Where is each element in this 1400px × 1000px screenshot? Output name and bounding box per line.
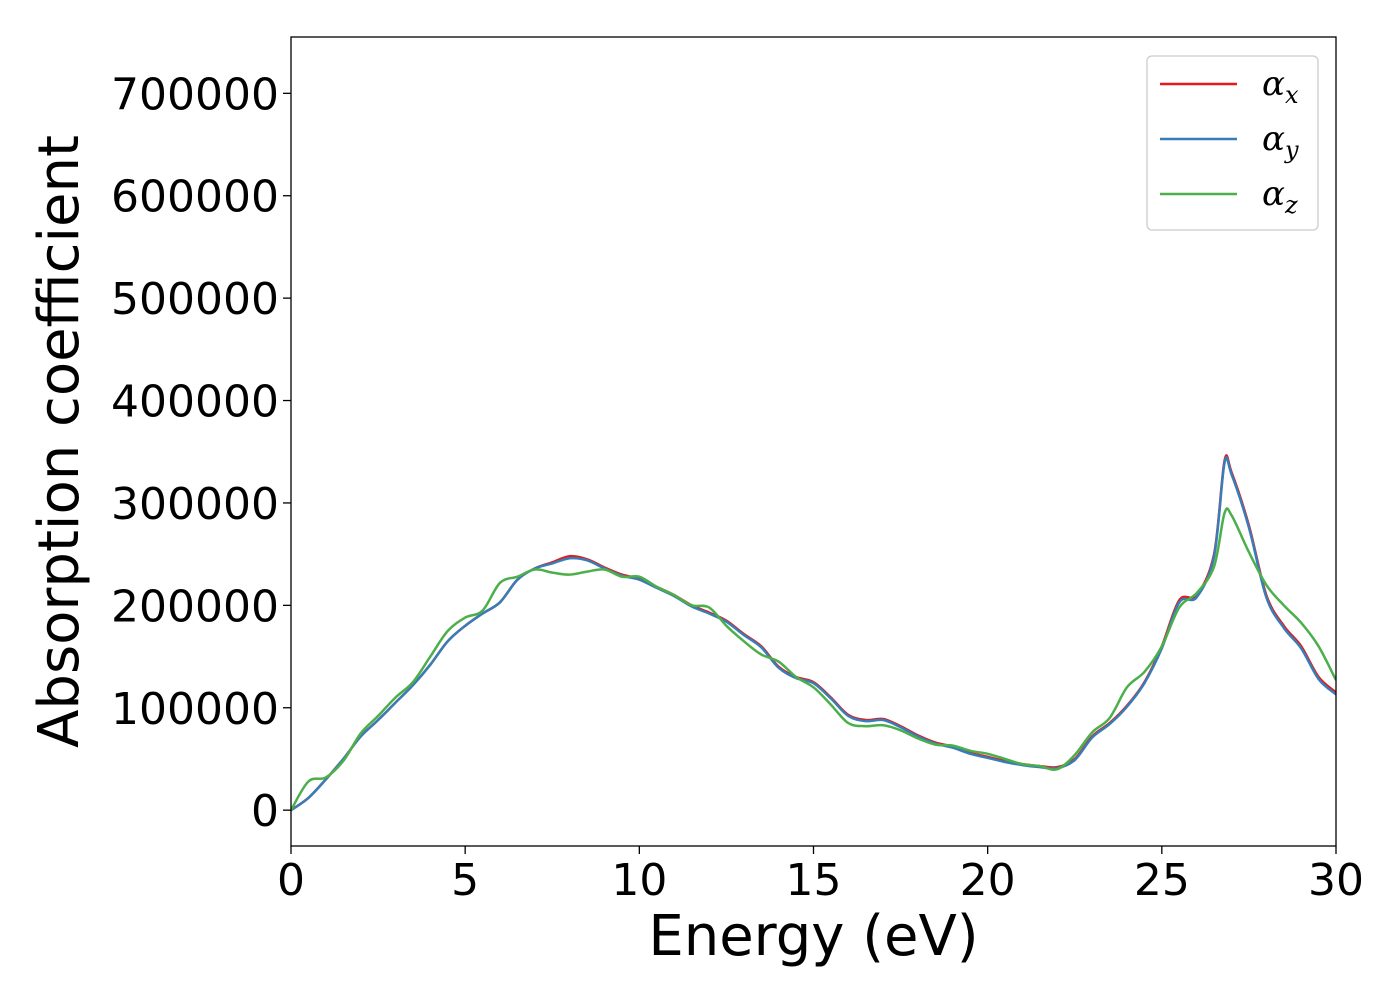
legend-box [1146, 55, 1319, 231]
y-tick-label: 200000 [111, 581, 279, 632]
x-tick-label: 10 [611, 855, 667, 906]
x-tick-label: 5 [451, 855, 479, 906]
y-tick-label: 600000 [111, 172, 279, 223]
x-axis-ticks: 0 5 10 15 20 25 30 [277, 846, 1364, 906]
series-line-z [291, 507, 1336, 811]
x-tick-label: 0 [277, 855, 305, 906]
y-tick-label: 500000 [111, 274, 279, 325]
x-tick-label: 15 [786, 855, 842, 906]
y-tick-label: 100000 [111, 684, 279, 735]
x-tick-label: 25 [1134, 855, 1190, 906]
y-tick-label: 0 [251, 786, 279, 837]
y-axis-ticks: 0 100000 200000 300000 400000 500000 600000 700… [111, 69, 291, 837]
x-tick-label: 20 [960, 855, 1016, 906]
y-tick-label: 400000 [111, 377, 279, 428]
x-tick-label: 30 [1308, 855, 1364, 906]
series-layer [291, 454, 1336, 812]
y-tick-label: 700000 [111, 69, 279, 120]
series-line-y [291, 456, 1336, 812]
x-axis-title: Energy (eV) [648, 904, 978, 969]
y-axis-title: Absorption coefficient [27, 135, 92, 748]
y-tick-label: 300000 [111, 479, 279, 530]
